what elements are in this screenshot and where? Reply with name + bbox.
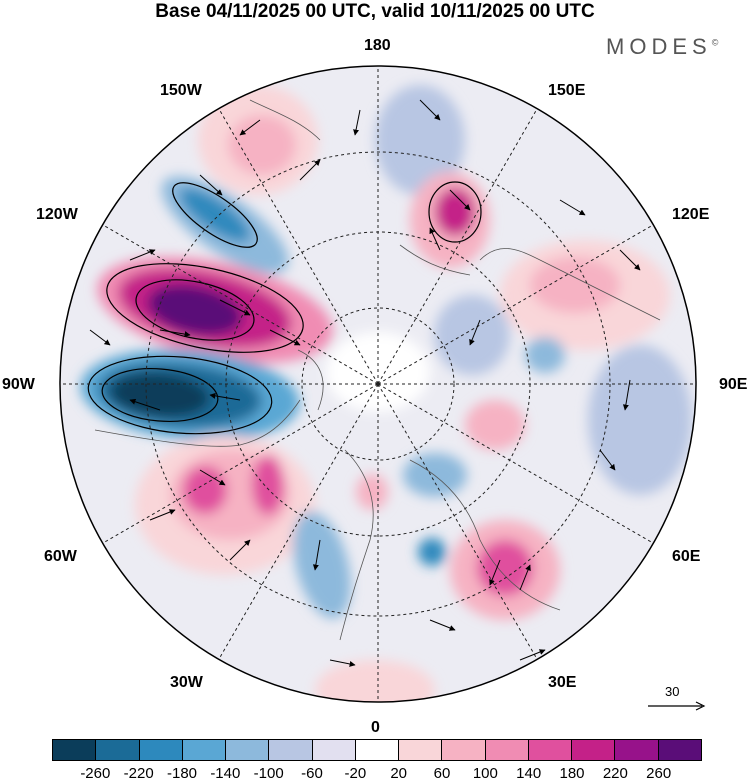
asia-ridge-inner [530,257,620,313]
lon-label-upper-right: 150E [548,82,586,99]
north-sea-trough [418,538,446,566]
lon-label-mid-lower-left: 60W [44,548,77,565]
south-ridge [315,660,435,702]
colorbar-segment [528,740,573,760]
colorbar-segment [269,740,313,760]
chart-title: Base 04/11/2025 00 UTC, valid 10/11/2025… [155,1,595,22]
europe-ridge-core [477,540,533,596]
scandinavia-trough [403,453,467,497]
colorbar-tick-label: -60 [301,765,323,782]
lon-label-top: 180 [364,37,391,54]
colorbar-segment [399,740,443,760]
lon-label-mid-upper-left: 120W [36,206,78,223]
lon-label-right: 90E [719,376,748,393]
lon-label-lower-left: 30W [170,674,203,691]
ural-trough [525,337,565,373]
map-border [59,65,697,703]
colorbar-tick-label: 140 [516,765,542,782]
colorbar-tick-label: -220 [123,765,154,782]
atlantic-trough [293,511,351,619]
colorbar-segment [182,740,227,760]
asia-trough [588,345,692,495]
colorbar-segment [485,740,529,760]
lon-label-left: 90W [2,376,35,393]
colorbar-tick-label: 60 [433,765,451,782]
colorbar [52,739,702,761]
canada-ridge-core [147,284,243,336]
colorbar-tick-label: 100 [472,765,498,782]
colorbar-tick-label: -180 [166,765,198,782]
arctic-trough [434,295,510,375]
siberia-ridge-core [435,188,475,236]
colorbar-tick-label: 220 [602,765,628,782]
reference-vector [648,701,706,711]
colorbar-segment [615,740,659,760]
graticule [60,66,696,702]
colorbar-segment [572,740,616,760]
greenland-ridge [356,474,388,510]
colorbar-segment [355,740,400,760]
colorbar-segment [139,740,183,760]
colorbar-tick-label: 180 [559,765,585,782]
colorbar-segment [658,740,701,760]
lon-label-bottom: 0 [371,719,380,736]
colorbar-tick-label: -140 [210,765,241,782]
colorbar-tick-label: 20 [390,765,407,782]
colorbar-tick-label: -100 [253,765,284,782]
lon-label-upper-left: 150W [160,82,202,99]
colorbar-segment [96,740,140,760]
atlantic-ridge-core-b [252,455,284,515]
lon-label-mid-lower-right: 60E [672,548,701,565]
brand-mark: © [711,37,719,48]
alaska-ridge-core [228,115,296,175]
reference-vector-label: 30 [665,684,680,699]
coastlines [94,99,661,641]
colorbar-segment [53,740,97,760]
contour-lines [87,181,482,435]
brand-name: MODES [606,34,712,59]
colorbar-tick-label: 260 [646,765,672,782]
lon-label-lower-right: 30E [548,674,577,691]
lon-label-mid-upper-right: 120E [672,206,710,223]
colorbar-segment [442,740,486,760]
pacific-trough-core [179,187,251,243]
colorbar-ticks: -260 -220 -180 -140 -100 -60 -20 20 60 100 140 180 2… [0,765,750,783]
colorbar-tick-label: -20 [344,765,367,782]
brand-logo: MODES© [606,34,718,60]
colorbar-tick-label: -260 [80,765,111,782]
kara-ridge [465,400,525,450]
colorbar-segment [312,740,356,760]
colorbar-segment [226,740,270,760]
bering-trough [375,85,465,195]
wind-vectors [89,99,641,667]
